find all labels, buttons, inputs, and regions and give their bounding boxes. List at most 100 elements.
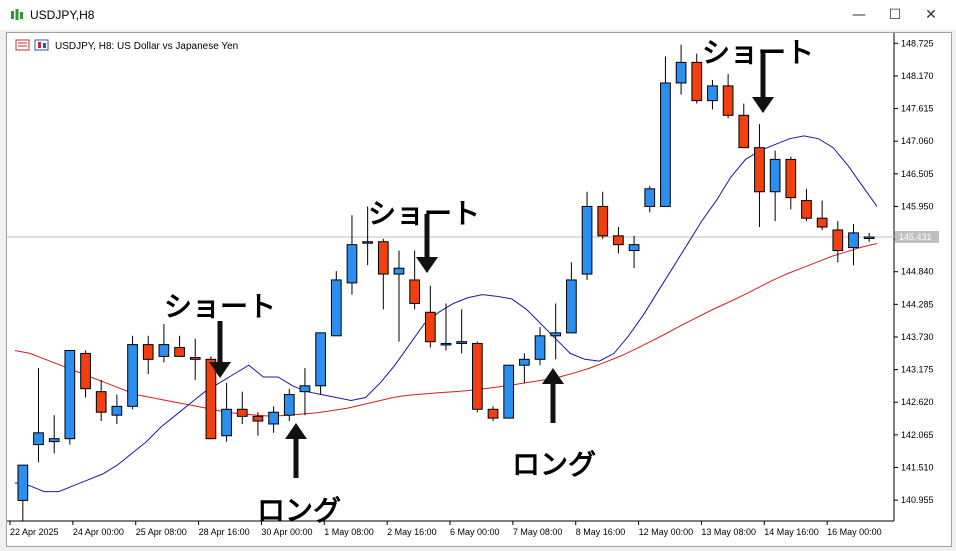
candle-body [158, 344, 170, 357]
candle-body [377, 241, 389, 275]
short-annotation: ショート [368, 198, 480, 273]
candle [299, 368, 311, 416]
candle [205, 356, 217, 440]
long-label: ロング [257, 495, 341, 526]
candle-body [409, 279, 421, 304]
candle [189, 338, 201, 380]
price-tick-label: 148.725 [901, 38, 934, 48]
candle [456, 309, 468, 354]
chart-header-text: USDJPY, H8: US Dollar vs Japanese Yen [55, 41, 238, 52]
candle [33, 368, 44, 463]
price-tick-label: 144.285 [901, 299, 934, 309]
candle-body [456, 341, 468, 344]
candle [785, 156, 797, 210]
candle-body [863, 236, 875, 240]
candle [362, 206, 373, 266]
candle-body [127, 344, 138, 407]
time-tick-label: 30 Apr 00:00 [261, 527, 312, 537]
candle-body [205, 358, 217, 440]
candle-body [174, 347, 185, 357]
time-tick-label: 16 May 00:00 [827, 527, 882, 537]
candle-body [393, 267, 405, 275]
candle-body [754, 147, 765, 193]
short-label: ショート [164, 291, 276, 322]
candle-body [738, 114, 750, 149]
time-tick-label: 2 May 16:00 [387, 527, 437, 537]
candle-body [707, 85, 718, 102]
candle [236, 391, 248, 424]
candle-body [644, 188, 656, 207]
current-price-tag [895, 230, 939, 243]
maximize-button[interactable]: ☐ [888, 7, 902, 23]
short-annotation: ショート [702, 37, 814, 113]
price-axis: 148.725 148.170 147.615 147.060 146.505 145.9… [894, 38, 934, 505]
app-chart-icon [11, 9, 23, 20]
short-label: ショート [702, 37, 814, 68]
time-axis: 22 Apr 2025 24 Apr 00:00 25 Apr 08:00 28 Ap… [9, 521, 882, 537]
candle-body [189, 357, 201, 360]
candle-body [487, 408, 499, 419]
candle-body [613, 235, 624, 246]
chart-symbol-icon[interactable] [34, 39, 49, 51]
candlestick-chart[interactable]: USDJPY, H8: US Dollar vs Japanese Yen 14… [7, 33, 951, 546]
candle-body [95, 391, 107, 413]
candle-body [675, 61, 687, 84]
time-tick-label: 25 Apr 08:00 [136, 527, 187, 537]
indicator-list-icon[interactable] [15, 39, 30, 51]
minimize-button[interactable]: — [852, 7, 866, 23]
short-label: ショート [368, 198, 480, 229]
candle-body [660, 82, 671, 207]
candle-body [566, 279, 577, 334]
time-tick-label: 8 May 16:00 [576, 527, 626, 537]
candle [707, 80, 718, 110]
time-tick-label: 22 Apr 2025 [10, 527, 59, 537]
candle [80, 350, 91, 398]
candle [550, 303, 562, 360]
candle [503, 364, 515, 419]
time-tick-label: 24 Apr 00:00 [73, 527, 124, 537]
candle-body [315, 332, 326, 387]
close-button[interactable]: ✕ [925, 7, 937, 23]
price-tick-label: 147.060 [901, 136, 934, 146]
arrow-head [285, 423, 307, 439]
candle-body [236, 408, 248, 417]
price-tick-label: 147.615 [901, 104, 934, 114]
long-annotation: ロング [512, 368, 596, 480]
candle-body [80, 352, 91, 390]
time-tick-label: 14 May 16:00 [764, 527, 819, 537]
long-annotation: ロング [257, 423, 341, 526]
candle-body [519, 358, 530, 366]
candle [675, 44, 687, 95]
current-price-line: 145.431 [7, 230, 939, 243]
candle [581, 191, 593, 280]
candle [471, 341, 483, 413]
long-label: ロング [512, 449, 596, 480]
candle-body [832, 229, 844, 252]
candle-body [440, 342, 452, 346]
price-tick-label: 146.505 [901, 169, 934, 179]
candle-body [691, 61, 703, 102]
price-tick-label: 148.170 [901, 71, 934, 81]
candle-body [597, 205, 609, 237]
candle-body [48, 438, 60, 443]
candle [754, 124, 765, 228]
price-tick-label: 143.175 [901, 365, 934, 375]
candle [221, 382, 232, 442]
candle [377, 238, 389, 310]
candle [487, 406, 499, 422]
time-tick-label: 6 May 00:00 [450, 527, 500, 537]
candle [519, 353, 530, 383]
candle [644, 185, 656, 213]
candle-body [769, 158, 781, 193]
candle [769, 150, 781, 222]
chart-window[interactable]: USDJPY, H8: US Dollar vs Japanese Yen 14… [6, 32, 952, 547]
short-annotation: ショート [164, 291, 276, 378]
candle-body [581, 205, 593, 275]
candle-body [283, 394, 295, 416]
candle [64, 349, 76, 445]
price-tick-label: 142.065 [901, 430, 934, 440]
time-tick-label: 13 May 08:00 [701, 527, 756, 537]
candle [315, 332, 326, 395]
current-price-label: 145.431 [899, 232, 932, 242]
candle-body [299, 385, 311, 393]
